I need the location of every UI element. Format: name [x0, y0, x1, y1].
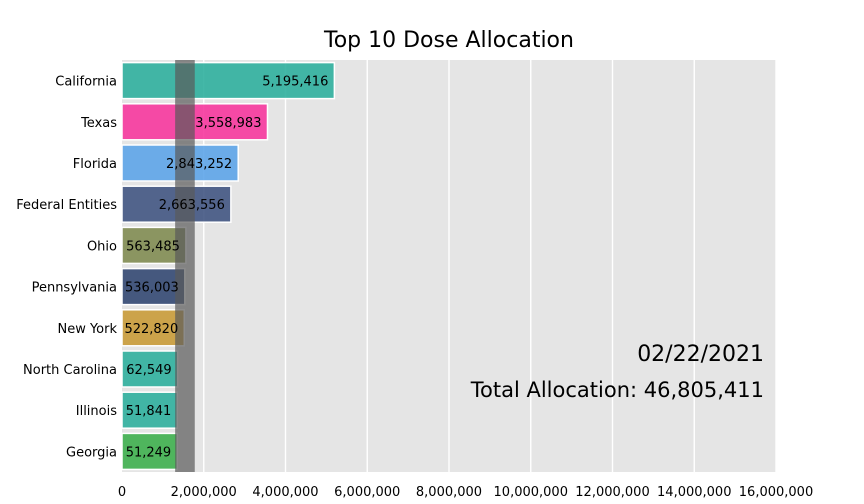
category-label: New York [57, 322, 117, 337]
bar [121, 391, 179, 429]
x-tick-labels: 0 2,000,000 4,000,000 6,000,000 8,000,000 10,… [118, 485, 813, 500]
bar [121, 267, 186, 306]
x-tick-label: 0 [118, 485, 126, 500]
category-label: Texas [80, 116, 117, 131]
value-label: 5,195,416 [262, 75, 328, 90]
value-label: 536,003 [125, 281, 179, 296]
category-label: Ohio [87, 239, 117, 254]
x-tick-label: 4,000,000 [252, 485, 318, 500]
bar [121, 309, 185, 347]
value-label: 2,663,556 [159, 198, 225, 213]
category-label: Illinois [76, 404, 117, 419]
value-label: 2,843,252 [166, 157, 232, 172]
value-label: 563,485 [126, 239, 180, 254]
x-tick-label: 12,000,000 [575, 485, 649, 500]
value-label: 62,549 [126, 363, 172, 378]
reference-band-layer [175, 60, 195, 472]
value-label: 522,820 [124, 322, 178, 337]
category-label: Pennsylvania [32, 281, 117, 296]
date-label: 02/22/2021 [637, 342, 764, 367]
category-label: California [55, 75, 117, 90]
reference-band [175, 60, 195, 472]
x-tick-label: 10,000,000 [494, 485, 568, 500]
value-label: 51,841 [126, 404, 172, 419]
total-allocation-label: Total Allocation: 46,805,411 [470, 378, 764, 402]
chart-title: Top 10 Dose Allocation [323, 28, 574, 53]
x-tick-label: 6,000,000 [334, 485, 400, 500]
bars [121, 61, 336, 471]
x-tick-label: 16,000,000 [739, 485, 813, 500]
category-label: Federal Entities [16, 198, 117, 213]
category-label: Florida [73, 157, 117, 172]
x-tick-label: 14,000,000 [657, 485, 731, 500]
bar [121, 61, 336, 100]
value-label: 3,558,983 [195, 116, 261, 131]
category-label: Georgia [66, 445, 117, 460]
category-labels: California Texas Florida Federal Entities Oh… [16, 75, 117, 461]
value-label: 51,249 [126, 445, 172, 460]
x-tick-label: 2,000,000 [171, 485, 237, 500]
category-label: North Carolina [23, 363, 117, 378]
x-tick-label: 8,000,000 [416, 485, 482, 500]
value-labels: 5,195,416 3,558,983 2,843,252 2,663,556 563,… [124, 75, 328, 461]
